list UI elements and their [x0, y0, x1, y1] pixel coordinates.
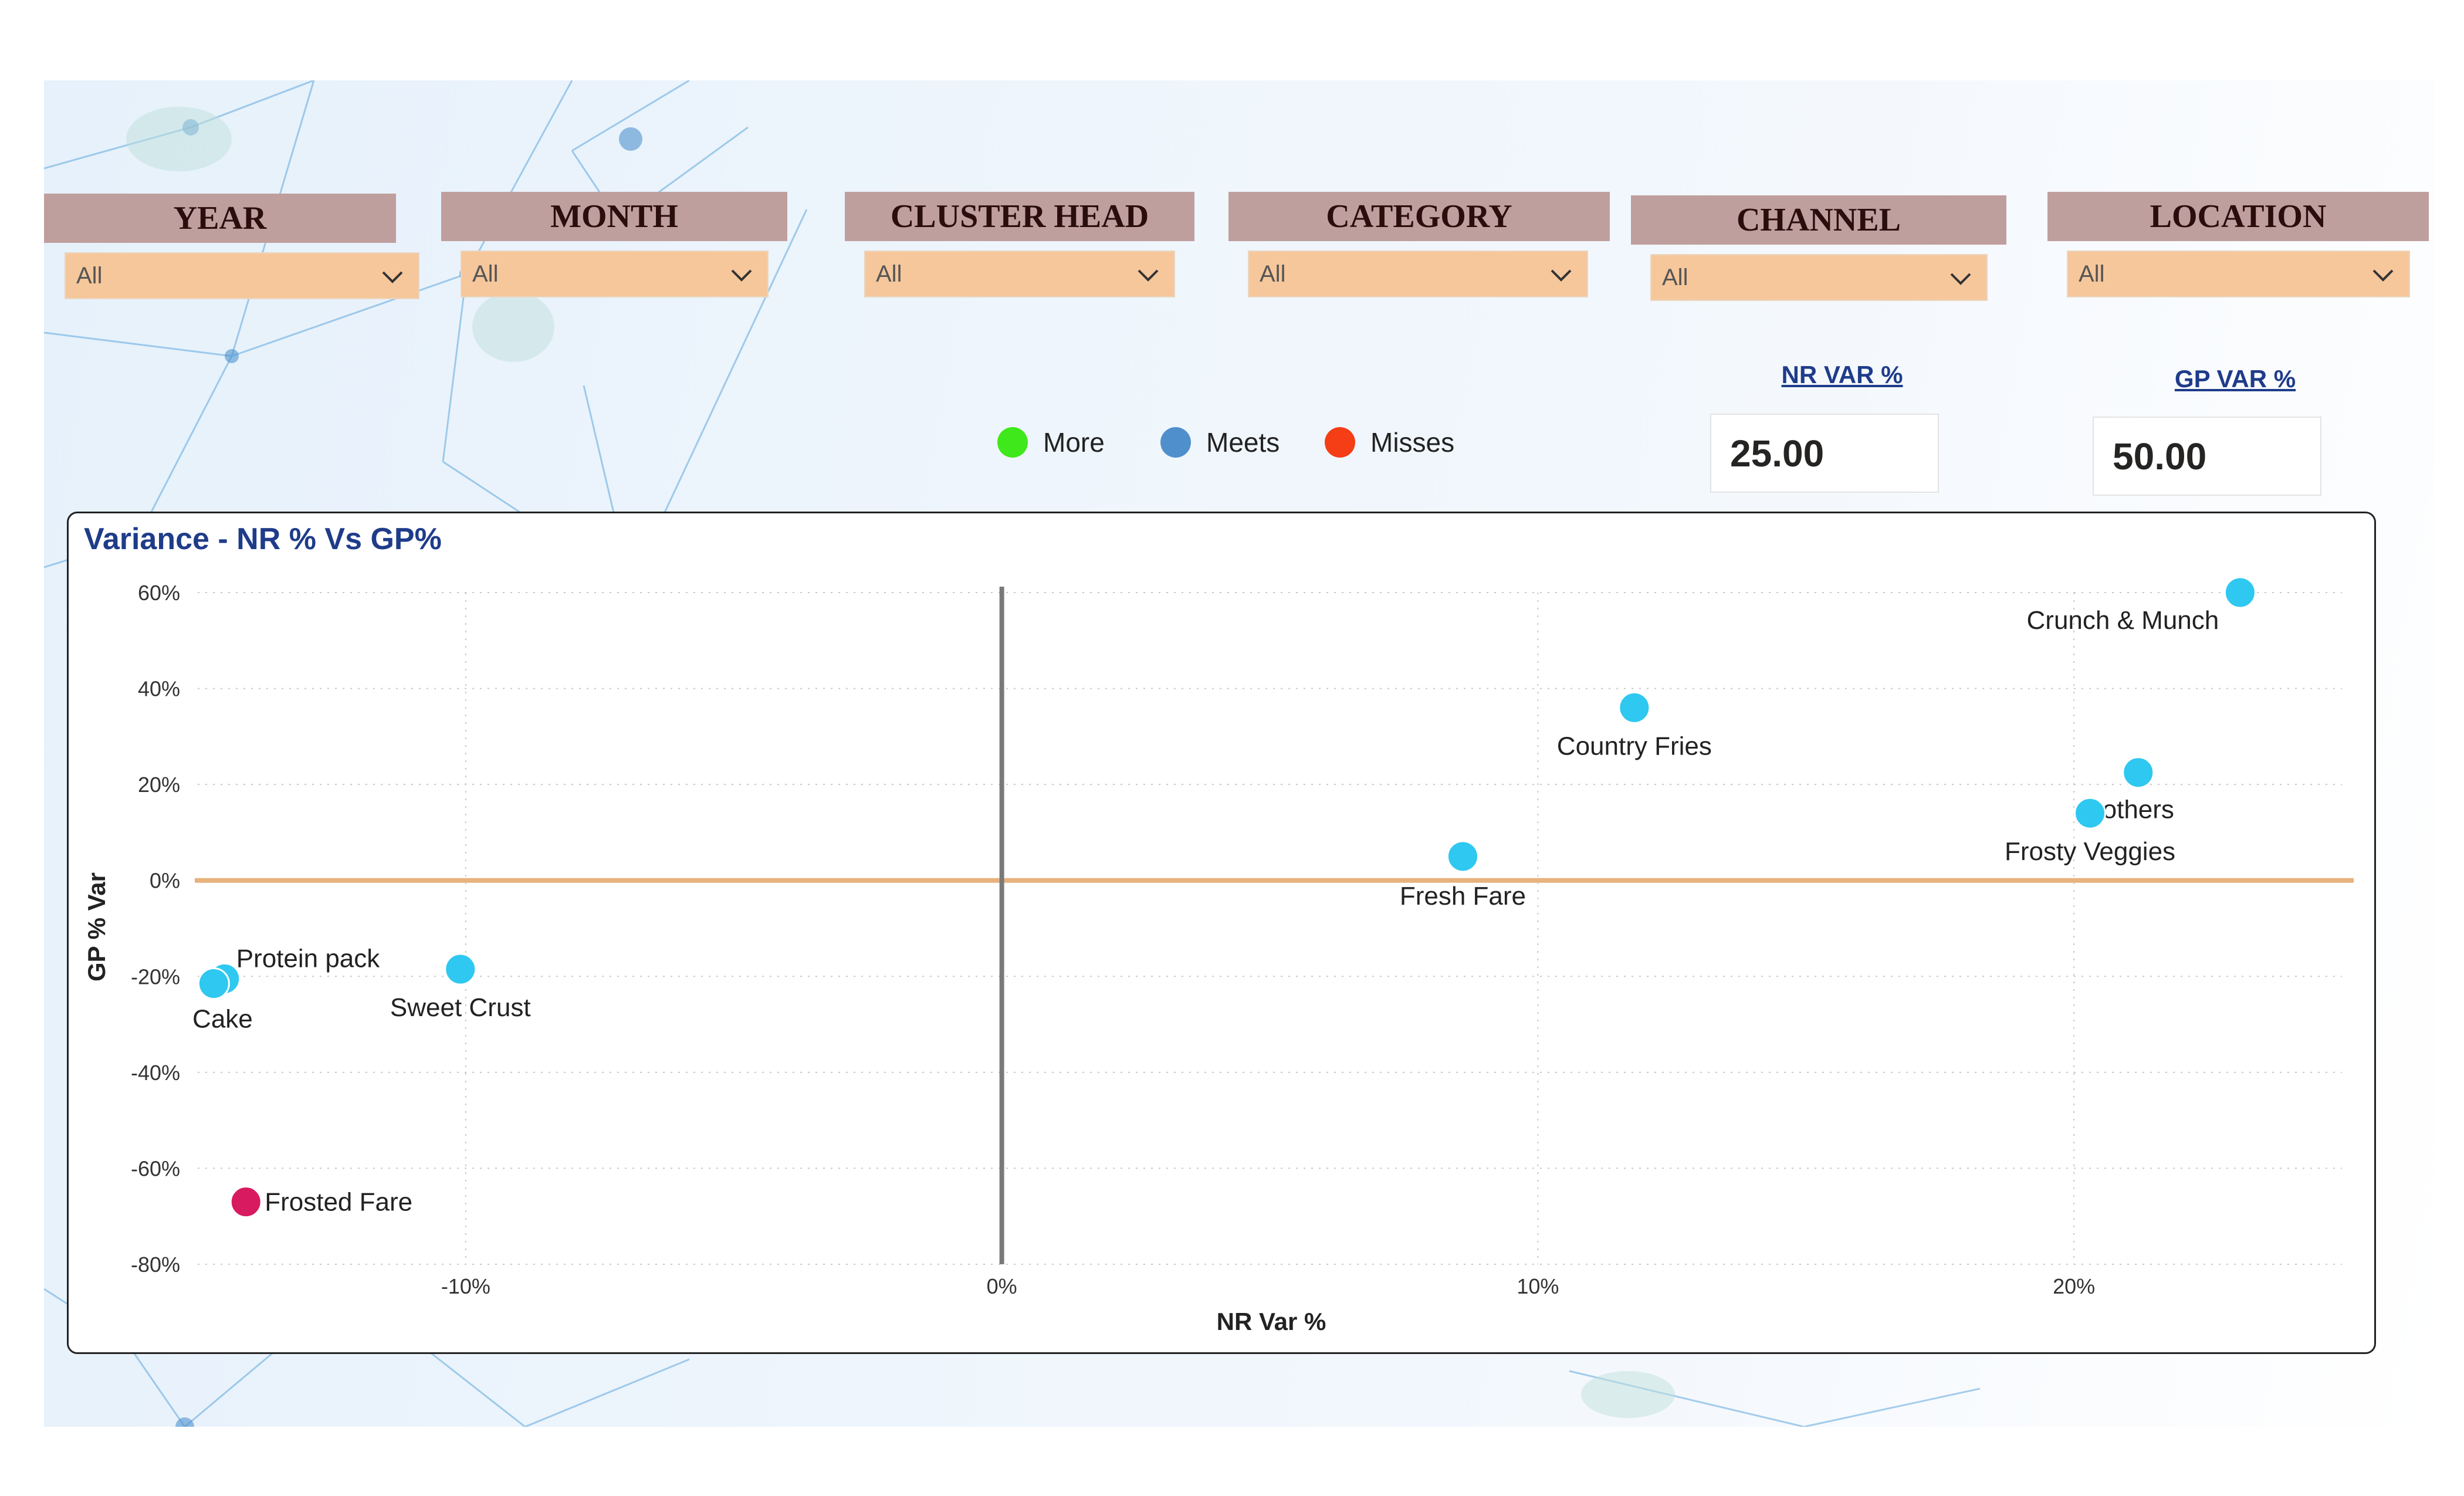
year-dropdown[interactable]: All [65, 252, 419, 299]
chevron-down-icon [1138, 269, 1159, 282]
scatter-chart: 60%40%20%0%-20%-40%-60%-80%-10% 0% 10% 20% … [83, 576, 2354, 1335]
y-tick-label: 40% [138, 677, 180, 701]
point-label: Sweet Crust [390, 993, 531, 1022]
point-label: Protein pack [236, 944, 381, 973]
filter-year-header: YEAR [44, 194, 396, 243]
chevron-down-icon [382, 271, 403, 283]
point-label: Country Fries [1557, 732, 1712, 760]
location-dropdown-value: All [2079, 260, 2105, 287]
channel-dropdown-value: All [1662, 264, 1688, 290]
scatter-point[interactable] [197, 967, 230, 1000]
filter-cluster-head: CLUSTER HEAD All [845, 192, 1194, 303]
chevron-down-icon [1551, 269, 1572, 282]
point-label: others [2103, 796, 2174, 824]
y-tick-label: 60% [138, 581, 180, 605]
filter-month: MONTH All [441, 192, 787, 303]
chevron-down-icon [731, 269, 752, 282]
channel-dropdown[interactable]: All [1650, 254, 1988, 301]
scatter-point[interactable] [229, 1186, 262, 1219]
scatter-point[interactable] [1618, 691, 1651, 724]
filter-category-header: CATEGORY [1228, 192, 1610, 241]
point-label: Crunch & Munch [2027, 606, 2219, 635]
y-tick-label: -80% [131, 1253, 180, 1277]
gp-var-value: 50.00 [2093, 417, 2321, 496]
legend-misses: Misses [1325, 427, 1454, 458]
month-dropdown-value: All [472, 260, 499, 287]
x-tick-label: 10% [1517, 1274, 1559, 1298]
year-dropdown-value: All [76, 262, 103, 289]
chevron-down-icon [1950, 273, 1971, 285]
point-label: Frosted Fare [265, 1188, 412, 1217]
chart-title: Variance - NR % Vs GP% [84, 522, 442, 556]
chevron-down-icon [2372, 269, 2394, 282]
scatter-chart-card: 60% 40% 20% 0% -20% -40% -60% -80% -10% 0% 10% 20% … [67, 512, 2376, 1354]
legend-misses-label: Misses [1370, 427, 1455, 458]
gp-var-title[interactable]: GP VAR % [2174, 365, 2296, 392]
scatter-point[interactable] [2223, 576, 2256, 609]
scatter-point[interactable] [2074, 797, 2107, 830]
month-dropdown[interactable]: All [461, 251, 769, 297]
point-label: Fresh Fare [1400, 882, 1526, 911]
filter-year: YEAR All [44, 194, 419, 305]
category-dropdown-value: All [1260, 260, 1286, 287]
scatter-point[interactable] [2122, 756, 2155, 789]
y-tick-label: 20% [138, 773, 180, 797]
filter-channel-header: CHANNEL [1631, 195, 2006, 245]
legend-more-dot [997, 427, 1028, 458]
filter-location: LOCATION All [2047, 192, 2429, 303]
x-tick-label: -10% [441, 1274, 490, 1298]
x-tick-label: 0% [987, 1274, 1017, 1298]
legend-more-label: More [1043, 427, 1105, 458]
filter-channel: CHANNEL All [1631, 195, 2006, 307]
filter-month-header: MONTH [441, 192, 787, 241]
point-label: Cake [192, 1005, 253, 1034]
y-axis-title: GP % Var [83, 872, 110, 981]
legend-more: More [997, 427, 1105, 458]
filter-category: CATEGORY All [1228, 192, 1610, 303]
legend-meets-dot [1160, 427, 1191, 458]
cluster-head-dropdown[interactable]: All [864, 251, 1175, 297]
nr-var-value: 25.00 [1710, 414, 1939, 493]
y-tick-label: -20% [131, 964, 180, 989]
filter-location-header: LOCATION [2047, 192, 2429, 241]
legend-meets: Meets [1160, 427, 1280, 458]
y-tick-label: -60% [131, 1156, 180, 1180]
category-dropdown[interactable]: All [1248, 251, 1588, 297]
legend-meets-label: Meets [1206, 427, 1280, 458]
y-tick-label: 0% [150, 869, 180, 893]
location-dropdown[interactable]: All [2067, 251, 2410, 297]
scatter-point[interactable] [444, 953, 477, 986]
x-axis-title: NR Var % [1217, 1308, 1326, 1335]
scatter-point[interactable] [1446, 840, 1479, 873]
legend-misses-dot [1325, 427, 1355, 458]
point-label: Frosty Veggies [2005, 837, 2175, 866]
x-tick-label: 20% [2053, 1274, 2095, 1298]
cluster-head-dropdown-value: All [876, 260, 902, 287]
y-tick-label: -40% [131, 1061, 180, 1085]
filter-cluster-head-header: CLUSTER HEAD [845, 192, 1194, 241]
nr-var-title[interactable]: NR VAR % [1781, 361, 1903, 388]
